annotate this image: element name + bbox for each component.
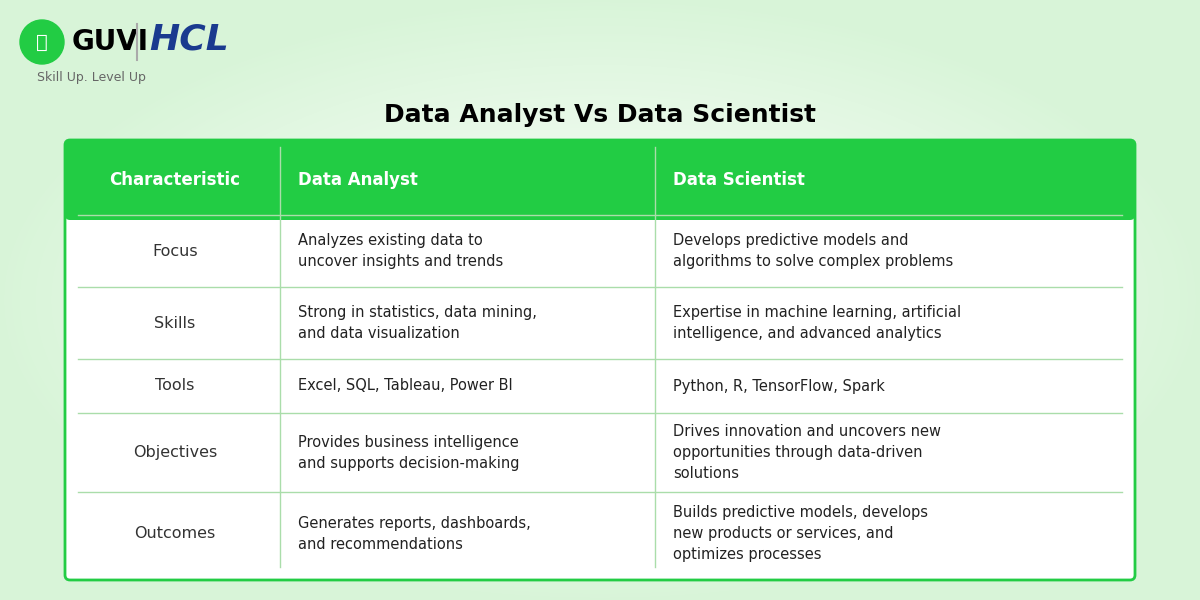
Text: Focus: Focus bbox=[152, 244, 198, 259]
Text: Tools: Tools bbox=[155, 379, 194, 394]
Text: Characteristic: Characteristic bbox=[109, 171, 240, 189]
Text: Builds predictive models, develops
new products or services, and
optimizes proce: Builds predictive models, develops new p… bbox=[673, 505, 928, 562]
Text: GUVI: GUVI bbox=[72, 28, 149, 56]
FancyBboxPatch shape bbox=[65, 140, 1135, 580]
Text: Data Analyst: Data Analyst bbox=[298, 171, 418, 189]
Text: Data Scientist: Data Scientist bbox=[673, 171, 805, 189]
Text: Python, R, TensorFlow, Spark: Python, R, TensorFlow, Spark bbox=[673, 379, 884, 394]
Text: HCL: HCL bbox=[149, 23, 229, 57]
Text: ꝿ: ꝿ bbox=[36, 32, 48, 52]
Text: Strong in statistics, data mining,
and data visualization: Strong in statistics, data mining, and d… bbox=[298, 305, 536, 341]
Text: Objectives: Objectives bbox=[133, 445, 217, 460]
FancyBboxPatch shape bbox=[65, 140, 1135, 220]
Text: Drives innovation and uncovers new
opportunities through data-driven
solutions: Drives innovation and uncovers new oppor… bbox=[673, 424, 941, 481]
Text: Provides business intelligence
and supports decision-making: Provides business intelligence and suppo… bbox=[298, 434, 520, 470]
Text: Skill Up. Level Up: Skill Up. Level Up bbox=[37, 70, 146, 83]
Text: Outcomes: Outcomes bbox=[134, 526, 216, 541]
Text: Excel, SQL, Tableau, Power BI: Excel, SQL, Tableau, Power BI bbox=[298, 379, 512, 394]
Bar bbox=[70, 180, 1130, 215]
Text: Generates reports, dashboards,
and recommendations: Generates reports, dashboards, and recom… bbox=[298, 515, 530, 551]
Text: Skills: Skills bbox=[155, 316, 196, 331]
Circle shape bbox=[20, 20, 64, 64]
Text: Develops predictive models and
algorithms to solve complex problems: Develops predictive models and algorithm… bbox=[673, 233, 953, 269]
Text: Analyzes existing data to
uncover insights and trends: Analyzes existing data to uncover insigh… bbox=[298, 233, 503, 269]
Text: Expertise in machine learning, artificial
intelligence, and advanced analytics: Expertise in machine learning, artificia… bbox=[673, 305, 961, 341]
Text: Data Analyst Vs Data Scientist: Data Analyst Vs Data Scientist bbox=[384, 103, 816, 127]
